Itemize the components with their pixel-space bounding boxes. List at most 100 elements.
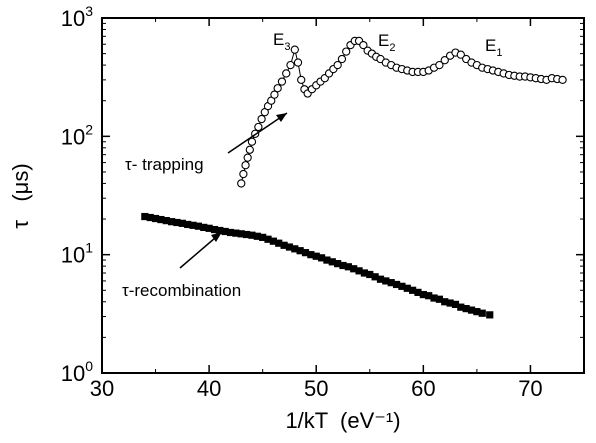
recombination-point (291, 245, 299, 253)
trapping-point (277, 77, 287, 86)
recombination-point (457, 303, 465, 311)
e1-subscript: 1 (496, 47, 502, 59)
recombination-point (178, 219, 186, 227)
recombination-point (467, 306, 476, 314)
trapping-point (558, 75, 567, 85)
recombination-point (366, 270, 374, 279)
recombination-point (334, 260, 342, 268)
trapping-point (337, 54, 347, 64)
recombination-point (350, 265, 358, 273)
recombination-point (248, 231, 256, 239)
trapping-point (333, 60, 342, 70)
recombination-point (205, 224, 213, 232)
recombination-point (435, 295, 443, 303)
x-tick-label: 50 (304, 376, 328, 401)
trapping-arrow (227, 112, 288, 154)
plot-frame (101, 17, 585, 374)
recombination-point (237, 230, 245, 238)
recombination-point (162, 217, 170, 225)
trapping-point (293, 58, 303, 67)
recombination-point (355, 267, 363, 275)
recombination-point (226, 228, 235, 237)
recombination-point (486, 311, 494, 319)
recombination-point (371, 273, 379, 281)
trapping-point (290, 45, 299, 54)
recombination-point (146, 213, 154, 222)
trapping-point (254, 122, 263, 132)
recombination-point (184, 220, 192, 229)
trapping-arrowhead (276, 113, 287, 122)
recombination-arrowhead (211, 232, 222, 242)
recombination-point (243, 230, 251, 239)
trapping-point (245, 145, 254, 154)
recombination-point (173, 218, 181, 227)
recombination-point (210, 225, 219, 234)
recombination-point (307, 251, 315, 259)
recombination-point (296, 247, 304, 255)
trapping-point (297, 75, 306, 85)
y-tick-label: 101 (61, 240, 93, 268)
recombination-point (200, 223, 208, 231)
recombination-point (430, 294, 438, 302)
trapping-point (270, 90, 279, 99)
recombination-point (382, 277, 390, 285)
y-tick-label: 100 (61, 358, 93, 386)
recombination-point (392, 280, 401, 289)
recombination-point (441, 298, 449, 306)
recombination-point (414, 288, 422, 296)
recombination-point (376, 275, 385, 283)
recombination-point (157, 215, 165, 224)
recombination-point (189, 221, 197, 229)
recombination-point (232, 229, 240, 237)
recombination-point (275, 239, 283, 247)
x-tick-label: 60 (411, 376, 435, 401)
recombination-point (398, 282, 406, 290)
x-tick-label: 70 (518, 376, 542, 401)
recombination-point (478, 309, 486, 317)
x-tick-label: 30 (90, 376, 114, 401)
recombination-point (221, 227, 229, 236)
trapping-point (243, 153, 252, 162)
recombination-point (216, 226, 224, 235)
recombination-point (253, 232, 261, 240)
y-axis-title: τ (μs) (8, 163, 33, 228)
y-tick-label: 102 (61, 121, 93, 149)
recombination-point (285, 243, 294, 251)
recombination-point (151, 214, 160, 223)
recombination-point (312, 252, 320, 260)
data-points (141, 36, 567, 319)
trapping-point (237, 179, 246, 188)
e3-base: E (273, 30, 284, 49)
axis-ticks: 30 40 50 60 70 100 101 102 103 (61, 3, 584, 401)
recombination-label: τ-recombination (122, 281, 241, 300)
e3-subscript: 3 (284, 41, 290, 53)
e1-base: E (485, 36, 496, 55)
e1-label: E1 (485, 36, 502, 59)
recombination-point (259, 233, 267, 241)
recombination-point (323, 256, 331, 264)
trapping-point (247, 137, 257, 146)
recombination-point (403, 284, 411, 292)
recombination-point (425, 292, 433, 300)
recombination-point (269, 237, 277, 245)
trapping-point (342, 47, 351, 56)
trapping-label: τ- trapping (125, 155, 204, 174)
trapping-point (286, 60, 295, 70)
recombination-point (194, 222, 202, 230)
e2-base: E (378, 31, 389, 50)
y-tick-label: 103 (61, 3, 93, 31)
trapping-point (239, 169, 248, 179)
recombination-point (419, 290, 427, 299)
trapping-point (282, 69, 291, 78)
recombination-point (473, 308, 481, 316)
recombination-point (264, 235, 272, 243)
recombination-point (301, 249, 310, 257)
e3-label: E3 (273, 30, 290, 53)
trapping-point (456, 50, 465, 59)
trapping-point (257, 114, 266, 124)
recombination-point (462, 305, 470, 313)
trapping-point (435, 60, 444, 70)
recombination-point (446, 299, 454, 307)
trapping-point (241, 161, 250, 170)
e2-label: E2 (378, 31, 395, 54)
